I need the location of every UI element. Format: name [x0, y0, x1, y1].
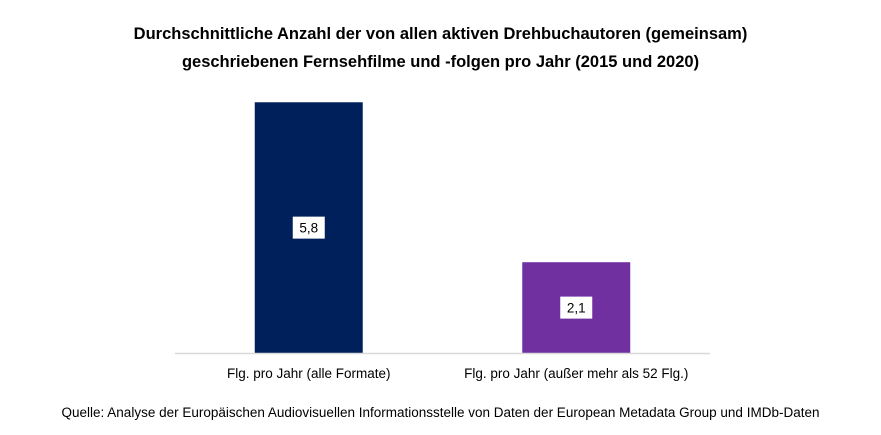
x-tick-label-2: Flg. pro Jahr (außer mehr als 52 Flg.) — [464, 366, 688, 381]
data-label-1: 5,8 — [299, 221, 318, 236]
source-note: Quelle: Analyse der Europäischen Audiovi… — [61, 405, 820, 420]
chart-title-line-1: Durchschnittliche Anzahl der von allen a… — [133, 25, 748, 43]
x-tick-label-1: Flg. pro Jahr (alle Formate) — [227, 366, 391, 381]
chart-title: Durchschnittliche Anzahl der von allen a… — [0, 20, 881, 76]
data-label-2: 2,1 — [567, 301, 586, 316]
data-label-box-2 — [560, 296, 593, 319]
data-label-box-1 — [292, 216, 325, 239]
chart-title-line-2: geschriebenen Fernsehfilme und -folgen p… — [181, 53, 700, 71]
